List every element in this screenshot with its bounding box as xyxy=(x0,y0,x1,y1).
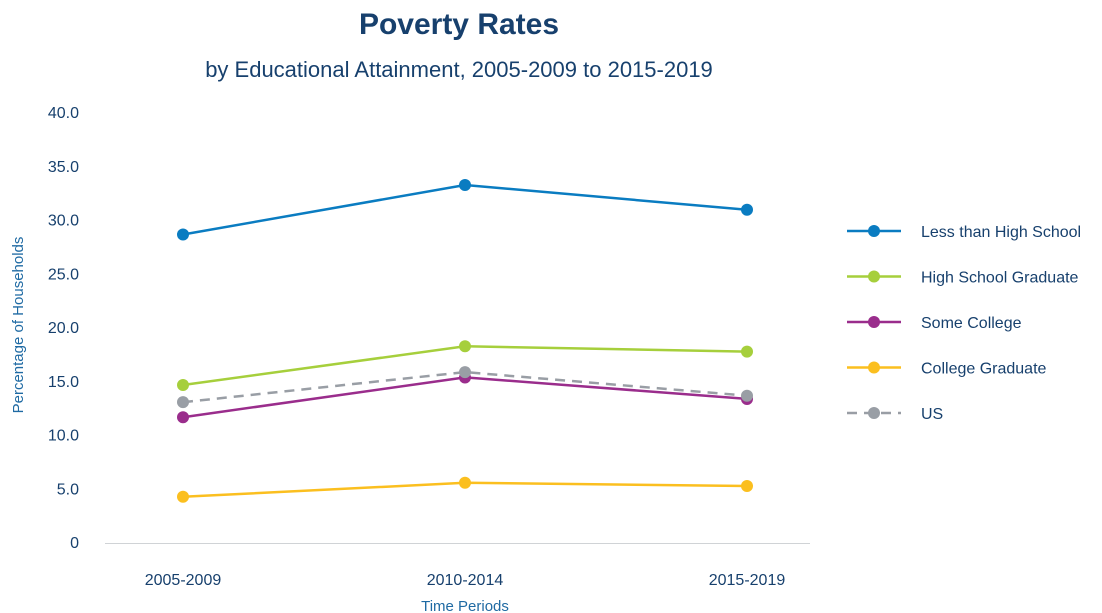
legend-label: Less than High School xyxy=(921,224,1081,241)
data-point xyxy=(741,346,753,358)
legend-marker xyxy=(868,316,880,328)
y-axis-ticks: 0 5.0 10.0 15.0 20.0 25.0 30.0 35.0 40.0 xyxy=(48,105,79,552)
legend-label: Some College xyxy=(921,315,1022,332)
series-us xyxy=(177,366,753,408)
data-point xyxy=(741,390,753,402)
data-point xyxy=(177,396,189,408)
x-axis-ticks: 2005-2009 2010-2014 2015-2019 xyxy=(145,572,786,589)
data-point xyxy=(177,411,189,423)
data-point xyxy=(459,366,471,378)
data-point xyxy=(459,179,471,191)
legend-item: High School Graduate xyxy=(847,270,1079,287)
legend-marker xyxy=(868,407,880,419)
legend-item: Some College xyxy=(847,315,1022,332)
legend-label: High School Graduate xyxy=(921,270,1079,287)
y-tick-label: 15.0 xyxy=(48,374,79,391)
legend-label: US xyxy=(921,406,943,423)
legend-item: Less than High School xyxy=(847,224,1081,241)
legend-marker xyxy=(868,362,880,374)
y-axis-title: Percentage of Households xyxy=(10,237,27,414)
data-point xyxy=(459,340,471,352)
series-layer xyxy=(177,179,753,503)
data-point xyxy=(177,379,189,391)
data-point xyxy=(741,480,753,492)
data-point xyxy=(459,477,471,489)
legend: Less than High School High School Graduat… xyxy=(847,224,1081,423)
data-point xyxy=(177,228,189,240)
y-tick-label: 0 xyxy=(70,535,79,552)
y-tick-label: 25.0 xyxy=(48,266,79,283)
series-line xyxy=(183,185,747,235)
x-tick-label: 2010-2014 xyxy=(427,572,504,589)
legend-label: College Graduate xyxy=(921,361,1047,378)
legend-marker xyxy=(868,271,880,283)
y-tick-label: 10.0 xyxy=(48,428,79,445)
series-less-than-high-school xyxy=(177,179,753,240)
legend-item: College Graduate xyxy=(847,361,1047,378)
y-tick-label: 5.0 xyxy=(57,481,79,498)
data-point xyxy=(177,491,189,503)
series-college-graduate xyxy=(177,477,753,503)
x-axis-title: Time Periods xyxy=(421,598,509,613)
x-tick-label: 2005-2009 xyxy=(145,572,222,589)
y-tick-label: 35.0 xyxy=(48,159,79,176)
y-tick-label: 30.0 xyxy=(48,213,79,230)
legend-item: US xyxy=(847,406,943,423)
data-point xyxy=(741,204,753,216)
x-tick-label: 2015-2019 xyxy=(709,572,786,589)
y-tick-label: 40.0 xyxy=(48,105,79,122)
series-some-college xyxy=(177,371,753,423)
y-tick-label: 20.0 xyxy=(48,320,79,337)
legend-marker xyxy=(868,225,880,237)
